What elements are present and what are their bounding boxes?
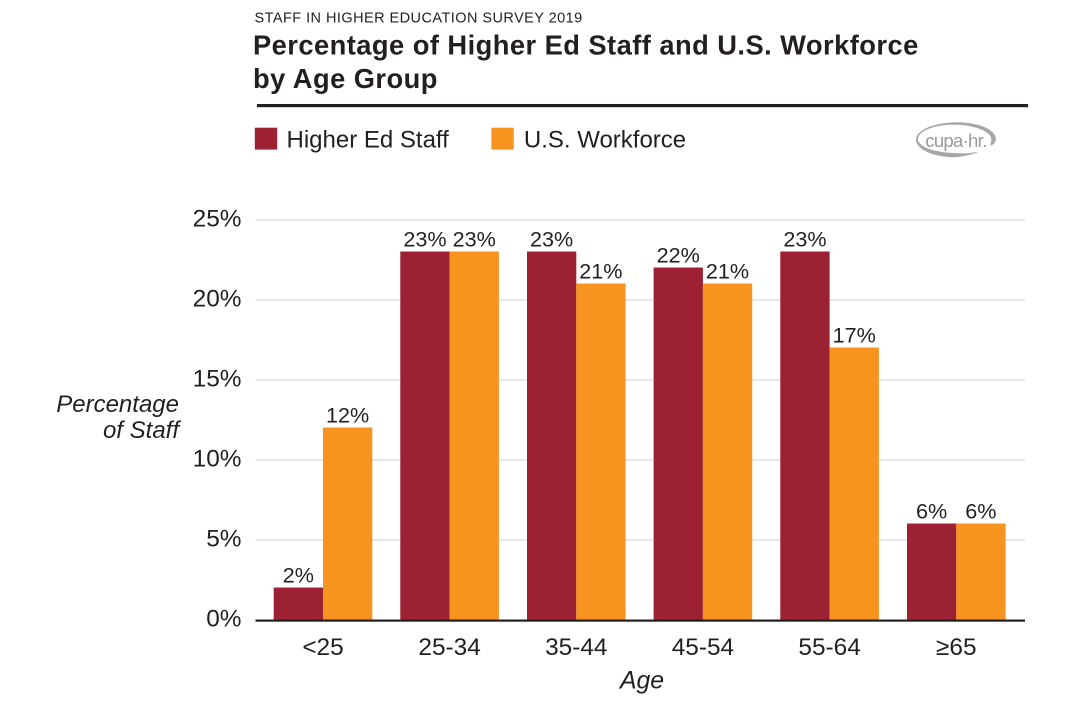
svg-text:20%: 20% [193,286,242,313]
svg-text:12%: 12% [326,402,369,427]
svg-text:Higher Ed Staff: Higher Ed Staff [287,127,450,154]
svg-text:of Staff: of Staff [103,417,181,444]
svg-text:Percentage: Percentage [56,391,179,418]
svg-text:<25: <25 [302,634,343,661]
svg-text:0%: 0% [206,606,241,633]
svg-text:Percentage of Higher Ed Staff: Percentage of Higher Ed Staff and U.S. W… [253,29,919,60]
svg-text:15%: 15% [193,366,242,393]
svg-text:23%: 23% [453,226,496,251]
svg-text:10%: 10% [193,446,242,473]
svg-text:21%: 21% [579,258,622,283]
svg-text:25-34: 25-34 [418,634,480,661]
svg-text:cupa·hr.: cupa·hr. [925,130,986,151]
svg-text:STAFF IN HIGHER EDUCATION SURV: STAFF IN HIGHER EDUCATION SURVEY 2019 [255,11,583,27]
svg-text:by Age Group: by Age Group [253,63,438,94]
svg-text:22%: 22% [657,242,700,267]
svg-text:17%: 17% [833,322,876,347]
svg-text:23%: 23% [403,226,446,251]
svg-text:2%: 2% [283,562,314,587]
svg-text:55-64: 55-64 [798,634,860,661]
svg-text:Age: Age [618,668,664,695]
svg-text:U.S. Workforce: U.S. Workforce [524,127,686,154]
svg-text:≥65: ≥65 [936,634,977,661]
svg-text:6%: 6% [916,498,947,523]
svg-text:21%: 21% [706,258,749,283]
svg-text:5%: 5% [206,526,241,553]
svg-text:35-44: 35-44 [545,634,607,661]
svg-text:45-54: 45-54 [672,634,734,661]
svg-text:25%: 25% [193,206,242,233]
svg-text:23%: 23% [783,226,826,251]
svg-text:23%: 23% [530,226,573,251]
svg-text:6%: 6% [965,498,996,523]
